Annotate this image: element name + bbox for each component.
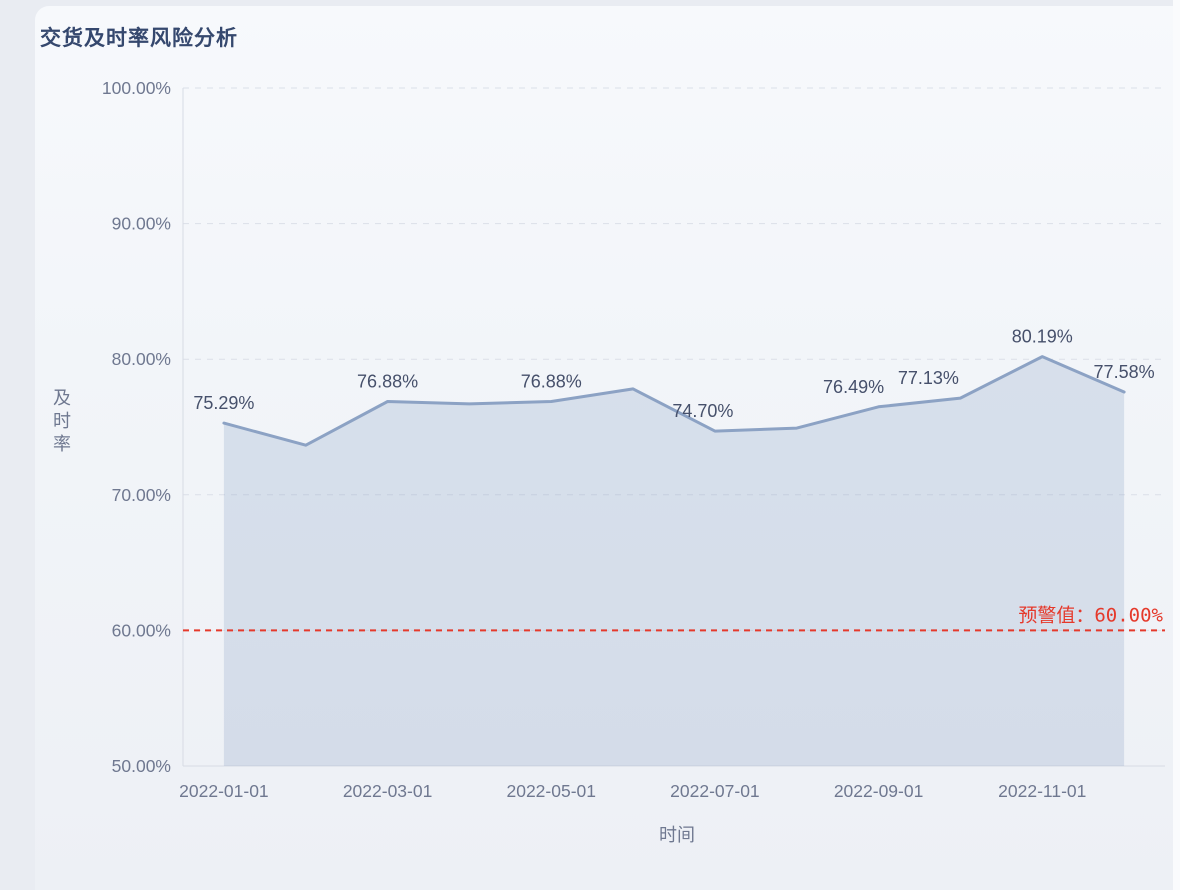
y-tick-label-50: 50.00% bbox=[112, 756, 171, 776]
point-label-2022-05-01: 76.88% bbox=[521, 372, 582, 392]
x-axis-name: 时间 bbox=[659, 825, 695, 845]
point-label-2022-07-01: 74.70% bbox=[672, 401, 733, 421]
point-label-2022-01-01: 75.29% bbox=[193, 393, 254, 413]
point-label-2022-11-01: 80.19% bbox=[1012, 327, 1073, 347]
x-tick-label-2022-01-01: 2022-01-01 bbox=[179, 781, 269, 801]
chart-card bbox=[35, 6, 1173, 890]
point-label-2022-12-01: 77.58% bbox=[1094, 362, 1155, 382]
y-tick-label-60: 60.00% bbox=[112, 620, 171, 640]
x-tick-label-2022-05-01: 2022-05-01 bbox=[506, 781, 596, 801]
warning-label: 预警值：60.00% bbox=[1018, 604, 1163, 626]
x-tick-label-2022-11-01: 2022-11-01 bbox=[998, 781, 1086, 801]
series-trend-line bbox=[222, 355, 1126, 447]
series-area-fill bbox=[223, 356, 1125, 766]
point-label-2022-09-01: 76.49% bbox=[823, 377, 884, 397]
chart-title: 交货及时率风险分析 bbox=[40, 27, 238, 50]
x-tick-label-2022-07-01: 2022-07-01 bbox=[670, 781, 760, 801]
y-tick-label-100: 100.00% bbox=[102, 78, 171, 98]
y-axis-name: 及时率 bbox=[53, 388, 71, 454]
y-tick-label-90: 90.00% bbox=[112, 214, 171, 234]
x-tick-label-2022-03-01: 2022-03-01 bbox=[343, 781, 433, 801]
y-tick-label-80: 80.00% bbox=[112, 349, 171, 369]
point-label-2022-10-01: 77.13% bbox=[898, 368, 959, 388]
point-label-2022-03-01: 76.88% bbox=[357, 372, 418, 392]
x-tick-label-2022-09-01: 2022-09-01 bbox=[834, 781, 924, 801]
y-tick-label-70: 70.00% bbox=[112, 485, 171, 505]
right-edge-strip bbox=[1173, 0, 1180, 890]
